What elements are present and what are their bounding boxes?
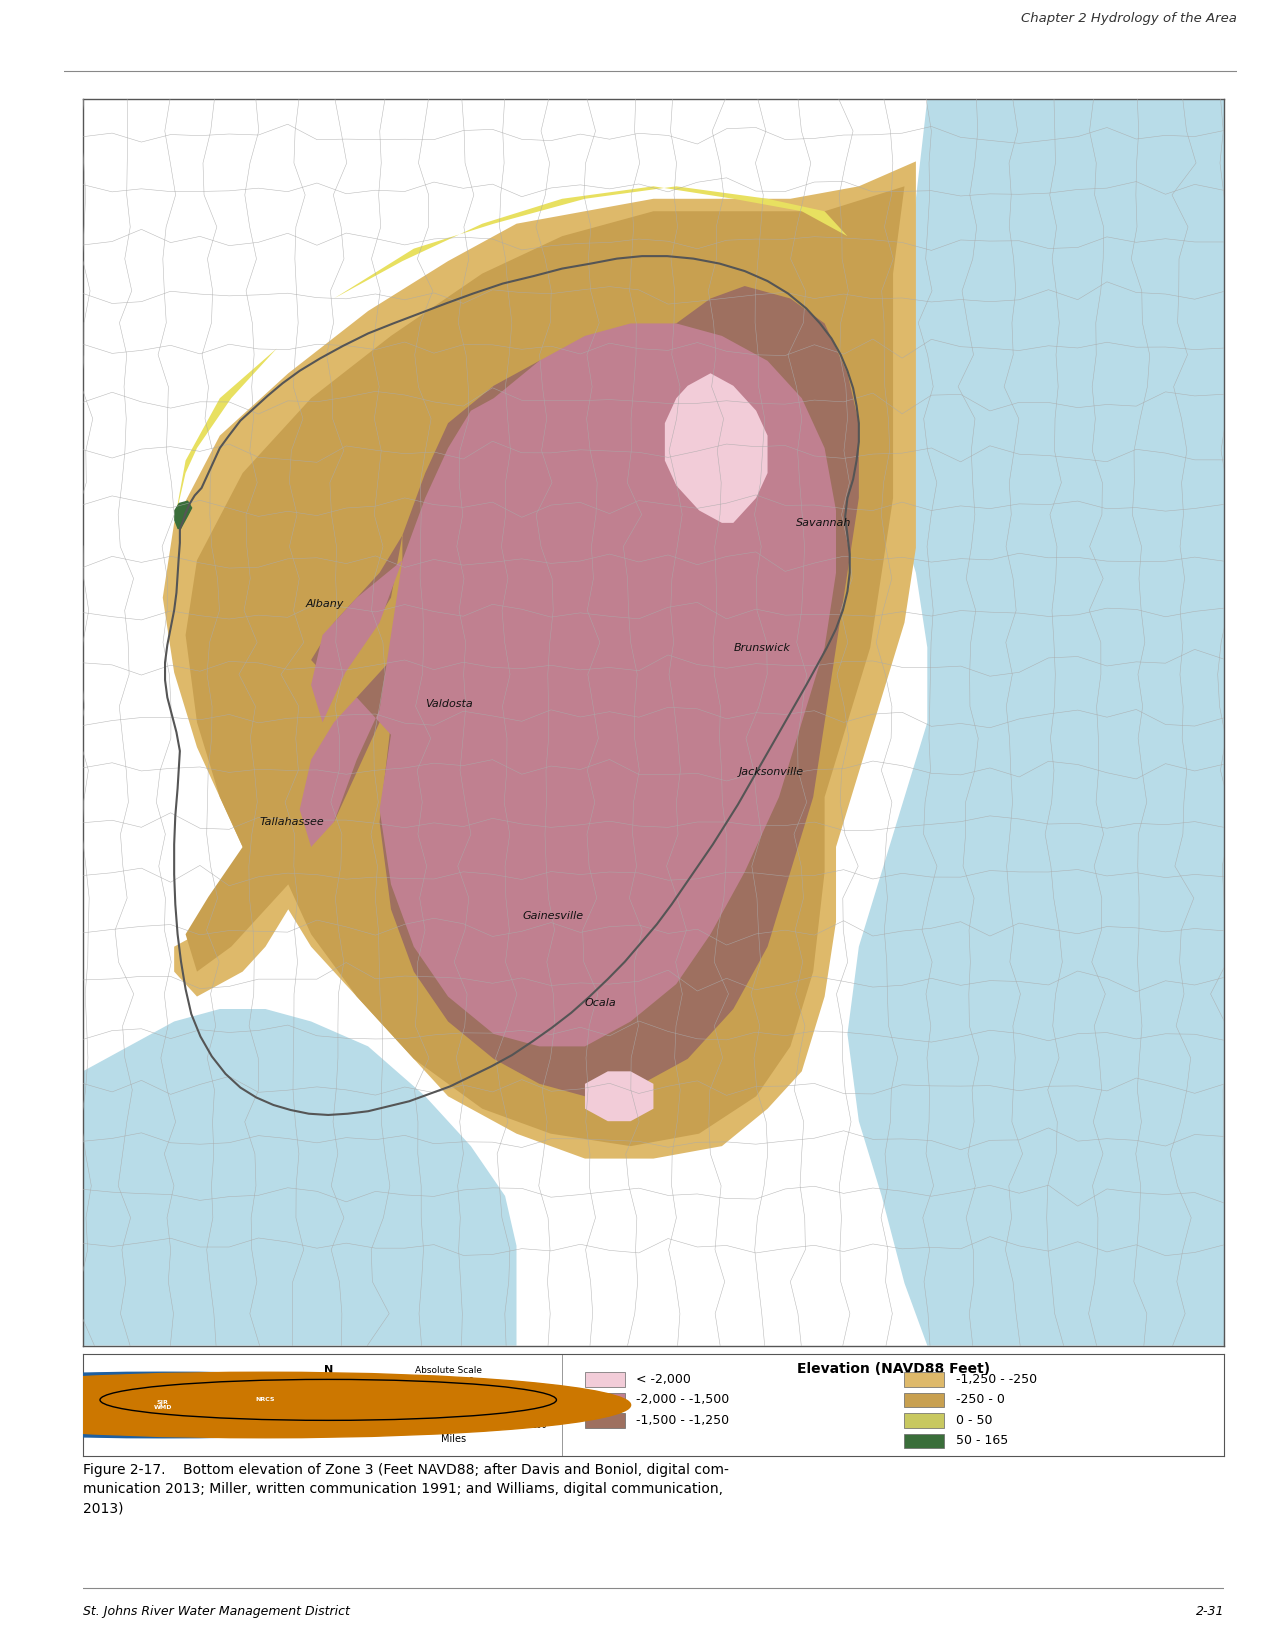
Text: Gainesville: Gainesville	[523, 910, 584, 921]
FancyBboxPatch shape	[585, 1413, 625, 1428]
Text: St. Johns River Water Management District: St. Johns River Water Management Distric…	[83, 1605, 349, 1618]
Text: Jacksonville: Jacksonville	[740, 768, 805, 778]
Text: 0: 0	[366, 1422, 371, 1430]
Text: Brunswick: Brunswick	[733, 642, 790, 652]
Polygon shape	[848, 99, 1224, 1346]
Polygon shape	[311, 286, 859, 1096]
Text: Savannah: Savannah	[796, 518, 852, 528]
Text: < -2,000: < -2,000	[636, 1374, 691, 1385]
FancyBboxPatch shape	[904, 1433, 945, 1448]
Text: Valdosta: Valdosta	[425, 698, 473, 708]
Text: 50 - 165: 50 - 165	[956, 1435, 1009, 1448]
Text: NRCS: NRCS	[256, 1397, 275, 1402]
Text: -1,250 - -250: -1,250 - -250	[956, 1374, 1037, 1385]
FancyBboxPatch shape	[904, 1372, 945, 1387]
Circle shape	[0, 1372, 631, 1438]
Text: Absolute Scale
1:2,400,000: Absolute Scale 1:2,400,000	[414, 1365, 482, 1385]
Text: N: N	[324, 1365, 333, 1375]
FancyBboxPatch shape	[904, 1413, 945, 1428]
Text: Ocala: Ocala	[585, 997, 617, 1007]
Text: Tallahassee: Tallahassee	[260, 817, 325, 827]
Text: -250 - 0: -250 - 0	[956, 1393, 1005, 1407]
Polygon shape	[186, 187, 904, 1146]
Text: Elevation (NAVD88 Feet): Elevation (NAVD88 Feet)	[797, 1362, 989, 1375]
Text: Albany: Albany	[306, 599, 344, 609]
Polygon shape	[175, 187, 848, 523]
Text: 2-31: 2-31	[1196, 1605, 1224, 1618]
FancyBboxPatch shape	[585, 1393, 625, 1407]
Polygon shape	[300, 324, 836, 1047]
FancyBboxPatch shape	[904, 1393, 945, 1407]
Polygon shape	[83, 1009, 516, 1346]
Text: 0 - 50: 0 - 50	[956, 1413, 992, 1426]
Polygon shape	[585, 1071, 653, 1121]
Polygon shape	[664, 373, 768, 523]
Text: Miles: Miles	[441, 1435, 467, 1445]
Polygon shape	[163, 162, 915, 1159]
Text: Chapter 2 Hydrology of the Area: Chapter 2 Hydrology of the Area	[1021, 12, 1237, 25]
Text: -1,500 - -1,250: -1,500 - -1,250	[636, 1413, 729, 1426]
Text: SJR
WMD: SJR WMD	[153, 1400, 172, 1410]
Text: -2,000 - -1,500: -2,000 - -1,500	[636, 1393, 729, 1407]
Circle shape	[0, 1372, 528, 1438]
Text: 50: 50	[449, 1422, 459, 1430]
Text: 75: 75	[491, 1422, 502, 1430]
Polygon shape	[175, 500, 193, 528]
FancyBboxPatch shape	[585, 1372, 625, 1387]
Text: 25: 25	[405, 1422, 416, 1430]
Text: Figure 2-17.    Bottom elevation of Zone 3 (Feet NAVD88; after Davis and Boniol,: Figure 2-17. Bottom elevation of Zone 3 …	[83, 1463, 729, 1516]
Text: 100: 100	[532, 1422, 547, 1430]
